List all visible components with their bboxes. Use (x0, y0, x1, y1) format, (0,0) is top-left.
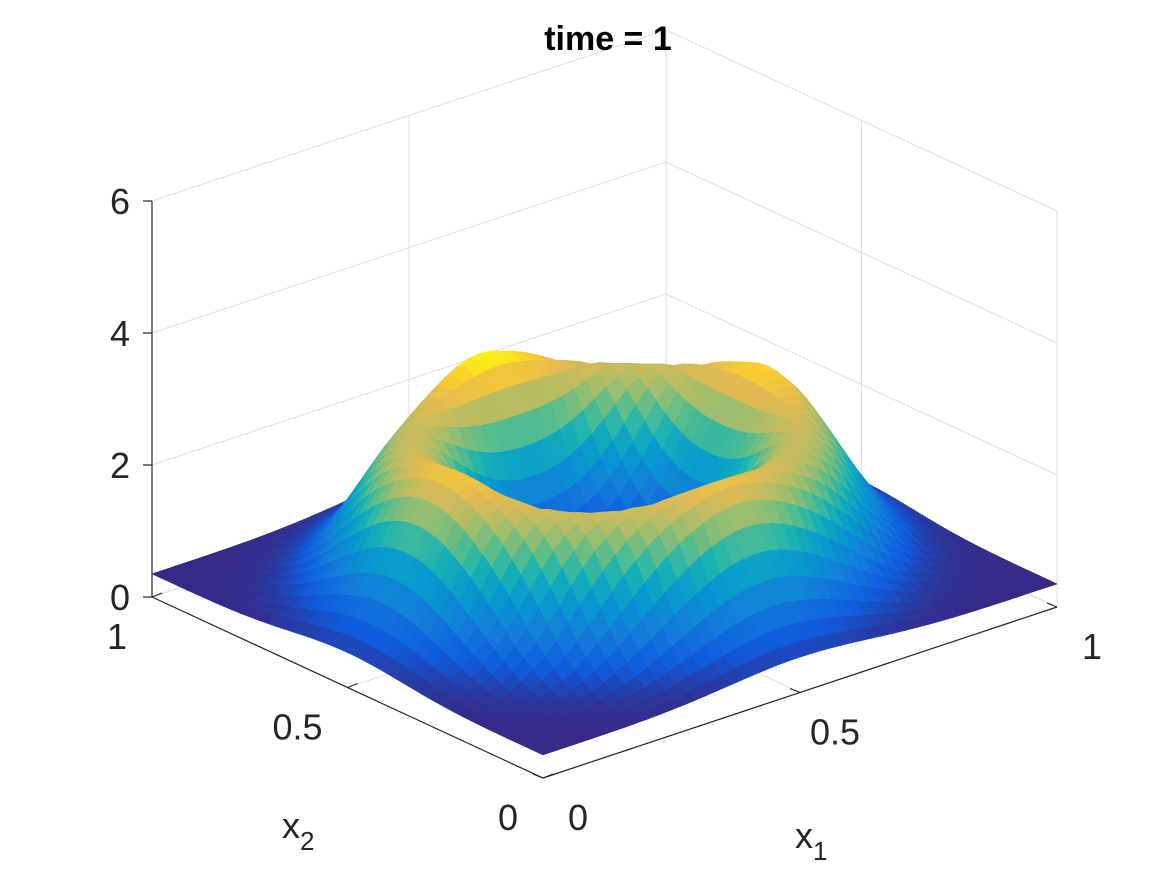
x-axis-label-subscript: 1 (813, 836, 827, 866)
z-tick-label: 0 (110, 577, 130, 618)
y-tick-mark (151, 592, 163, 598)
y-axis-label-base: x (282, 805, 300, 846)
x-tick-mark (532, 773, 544, 779)
x-tick-label: 0.5 (810, 712, 860, 753)
x-tick-mark (789, 687, 801, 694)
grid-line-z (151, 161, 1058, 344)
x-axis-label: x1 (795, 815, 827, 866)
y-tick-label: 1 (107, 616, 127, 657)
y-tick-label: 0.5 (272, 707, 322, 748)
surface-mesh (151, 350, 1058, 756)
surface-face (533, 746, 556, 756)
y-axis-label-subscript: 2 (300, 826, 314, 856)
z-tick-label: 6 (110, 181, 130, 222)
chart-title: time = 1 (544, 20, 672, 58)
x-axis-label-base: x (795, 815, 813, 856)
x-tick-label: 0 (568, 797, 588, 838)
x-tick-mark (1046, 602, 1058, 608)
z-tick-label: 4 (110, 313, 130, 354)
y-tick-label: 0 (498, 797, 518, 838)
y-axis-label: x2 (282, 805, 314, 856)
z-tick-label: 2 (110, 445, 130, 486)
y-tick-mark (347, 682, 358, 689)
y-tick-mark (542, 773, 554, 779)
axes-layer (143, 200, 1058, 779)
x-tick-label: 1 (1082, 626, 1102, 667)
